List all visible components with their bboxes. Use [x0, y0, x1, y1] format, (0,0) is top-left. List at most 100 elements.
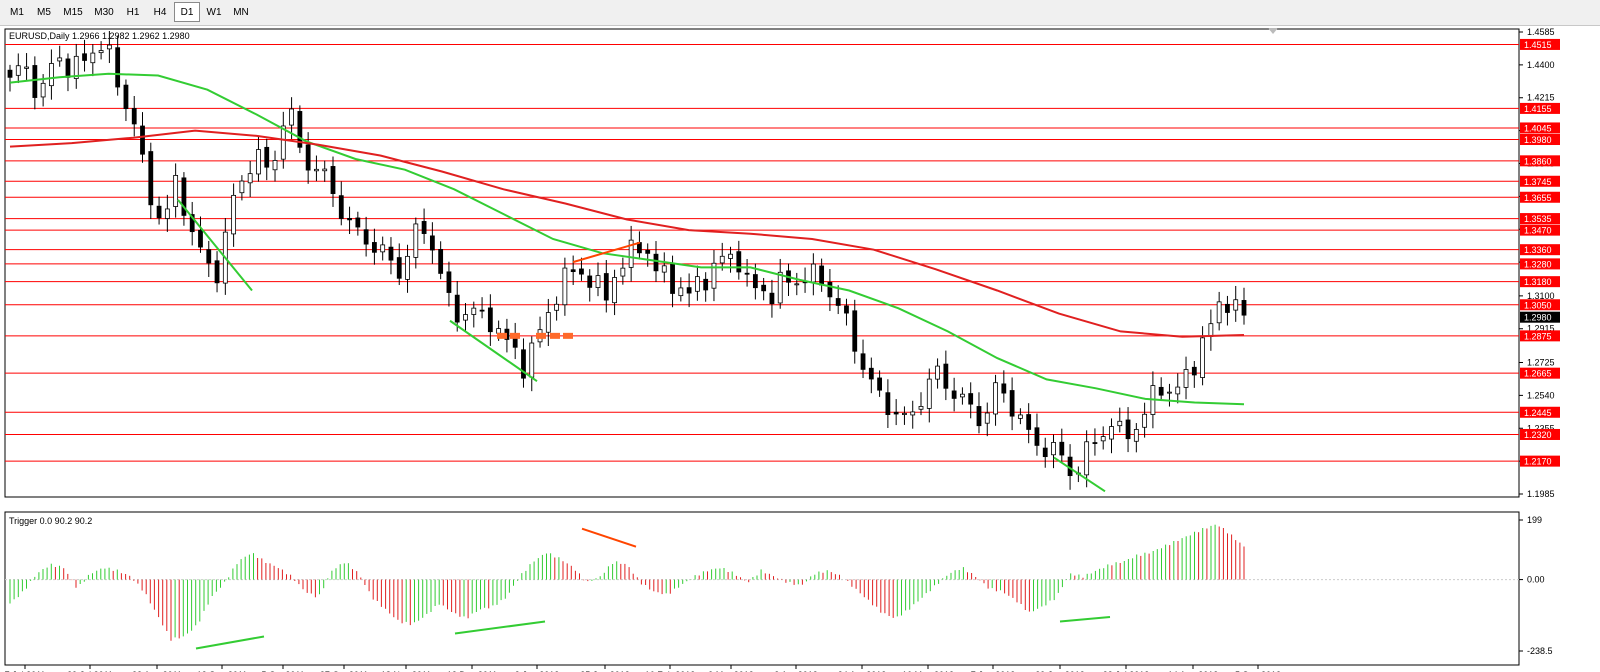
y-tick-label: 1.4585 [1527, 27, 1555, 37]
level-price-label: 1.3180 [1524, 277, 1552, 287]
candle-body [595, 275, 601, 288]
indicator-label: Trigger 0.0 90.2 90.2 [9, 516, 92, 526]
candle-body [49, 63, 54, 87]
candle-body [330, 166, 336, 194]
candle-body [363, 229, 369, 245]
candle-body [976, 406, 982, 427]
x-tick-label: 23 Jul 2012 [1103, 670, 1150, 672]
level-price-tag [1520, 367, 1560, 379]
timeframe-button-m15[interactable]: M15 [63, 7, 83, 18]
y-tick-label: 1.4215 [1527, 93, 1555, 103]
chart-area[interactable]: 1.45851.44001.42151.40301.38451.36601.34… [0, 25, 1600, 672]
indicator-trendline-annotation [1059, 616, 1111, 623]
x-tick-label: 18 Nov 2011 [381, 670, 431, 672]
timeframe-button-mn[interactable]: MN [233, 7, 249, 18]
candle-body [1092, 442, 1098, 444]
candle-body [322, 168, 328, 172]
candle-body [347, 217, 352, 221]
timeframe-button-h4[interactable]: H4 [153, 7, 167, 18]
indicator-trendline-annotation [581, 527, 637, 548]
candle-body [968, 393, 974, 405]
y-tick-label: 1.3100 [1527, 291, 1555, 301]
candle-body [1051, 442, 1056, 456]
level-marker-bar [497, 332, 507, 339]
candle-body [835, 298, 841, 306]
level-price-label: 1.3655 [1524, 193, 1552, 203]
candle-body [579, 268, 584, 275]
candle-body [156, 205, 162, 219]
chart-shift-marker [1268, 28, 1278, 34]
candle-body [860, 353, 866, 370]
level-marker-bar [563, 332, 573, 339]
candle-body [148, 151, 154, 206]
candle-body [935, 365, 940, 380]
candle-body [413, 223, 419, 258]
candle-body [545, 312, 551, 333]
level-price-tag [1520, 191, 1560, 203]
candle-body [612, 277, 617, 304]
candle-body [728, 253, 733, 259]
y-tick-label: 1.2915 [1527, 324, 1555, 334]
x-tick-label: 25 Jan 2012 [580, 670, 630, 672]
candle-body [620, 267, 626, 277]
candle-body [15, 65, 21, 76]
level-price-tag [1520, 276, 1560, 288]
candle-body [1100, 436, 1106, 442]
candle-body [1109, 426, 1114, 440]
candle-body [131, 108, 137, 125]
candle-body [678, 287, 684, 297]
x-tick-label: 3 Jan 2012 [515, 670, 560, 672]
timeframe-button-w1[interactable]: W1 [206, 7, 222, 18]
candle-body [487, 307, 493, 333]
candle-body [1175, 386, 1181, 395]
indicator-panel-frame [4, 511, 1520, 666]
chart-title: EURUSD,Daily [9, 31, 70, 41]
timeframe-button-h1[interactable]: H1 [126, 7, 140, 18]
timeframe-button-d1[interactable]: D1 [174, 2, 200, 22]
candle-body [918, 406, 924, 410]
candle-body [214, 260, 220, 284]
level-price-label: 1.2320 [1524, 430, 1552, 440]
level-price-tag [1520, 134, 1560, 146]
candle-body [123, 84, 129, 110]
candle-body [338, 195, 344, 219]
ohlc-readout: 1.2966 1.2982 1.2962 1.2980 [72, 31, 190, 41]
candle-body [645, 249, 651, 254]
candle-body [993, 382, 998, 415]
candle-body [164, 208, 170, 219]
candle-body [1001, 383, 1007, 394]
candle-body [438, 249, 444, 274]
candle-body [32, 65, 38, 98]
candle-body [471, 307, 477, 315]
candle-body [736, 251, 742, 273]
level-marker-bar [510, 332, 520, 339]
x-tick-label: 16 Feb 2012 [645, 670, 696, 672]
candle-body [314, 168, 319, 172]
level-price-label: 1.2875 [1524, 331, 1552, 341]
y-tick-label: 1.2725 [1527, 358, 1555, 368]
candle-body [280, 125, 286, 160]
indicator-y-tick-label: 199 [1527, 515, 1542, 525]
candle-body [943, 363, 949, 389]
candle-body [388, 246, 394, 261]
level-marker-bar [550, 332, 560, 339]
timeframe-button-m1[interactable]: M1 [10, 7, 24, 18]
candle-body [82, 53, 87, 61]
level-price-tag [1520, 406, 1560, 418]
x-tick-label: 12 Dec 2011 [447, 670, 497, 672]
timeframe-button-m5[interactable]: M5 [37, 7, 51, 18]
timeframe-button-m30[interactable]: M30 [94, 7, 114, 18]
candle-body [868, 367, 874, 380]
candle-body [1241, 300, 1247, 316]
indicator-y-tick-label: -238.5 [1527, 646, 1553, 656]
candle-body [297, 111, 303, 148]
candle-body [885, 392, 891, 415]
candle-body [1017, 414, 1023, 419]
candle-body [247, 173, 253, 184]
candle-body [496, 328, 502, 334]
y-tick-label: 1.1985 [1527, 489, 1555, 499]
candle-body [769, 292, 775, 305]
candle-body [570, 269, 576, 273]
candle-body [189, 214, 195, 233]
candle-body [1142, 413, 1148, 428]
